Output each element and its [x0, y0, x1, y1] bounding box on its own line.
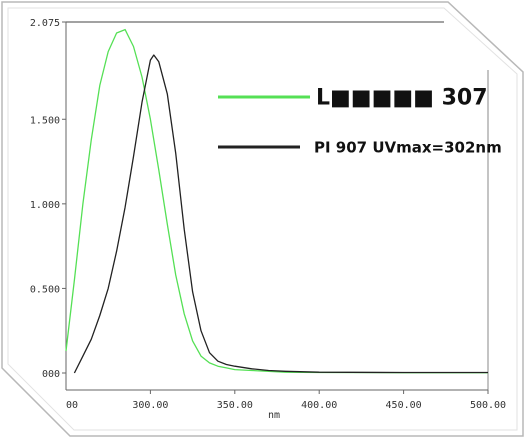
y-tick-label: 000 — [42, 369, 60, 380]
y-tick-label: 0.500 — [30, 284, 60, 295]
x-tick-label: 500.00 — [470, 400, 506, 411]
series-group — [65, 28, 488, 374]
plot-area — [65, 21, 489, 391]
y-tick-label: 2.075 — [30, 18, 60, 29]
y-tick-label: 1.500 — [30, 115, 60, 126]
legend: L■■■■■ 307 PI 907 UVmax=302nm — [218, 86, 502, 156]
x-tick-label: 300.00 — [132, 400, 168, 411]
x-tick-label: 350.00 — [217, 400, 253, 411]
legend-label-2: PI 907 UVmax=302nm — [314, 138, 502, 156]
series-line-2 — [73, 54, 488, 374]
x-tick-label: 400.00 — [301, 400, 337, 411]
x-axis-label: nm — [268, 410, 280, 421]
x-tick-label: 450.00 — [386, 400, 422, 411]
y-tick-label: 1.000 — [30, 200, 60, 211]
series-line-1 — [65, 28, 488, 374]
legend-label-1: L■■■■■ 307 — [316, 86, 488, 111]
axis-ticks: 000 0.500 1.000 1.500 2.075 00 300.00 350.00 400… — [30, 18, 506, 411]
x-tick-label: 00 — [66, 400, 78, 411]
frame-inner-border — [7, 7, 518, 431]
